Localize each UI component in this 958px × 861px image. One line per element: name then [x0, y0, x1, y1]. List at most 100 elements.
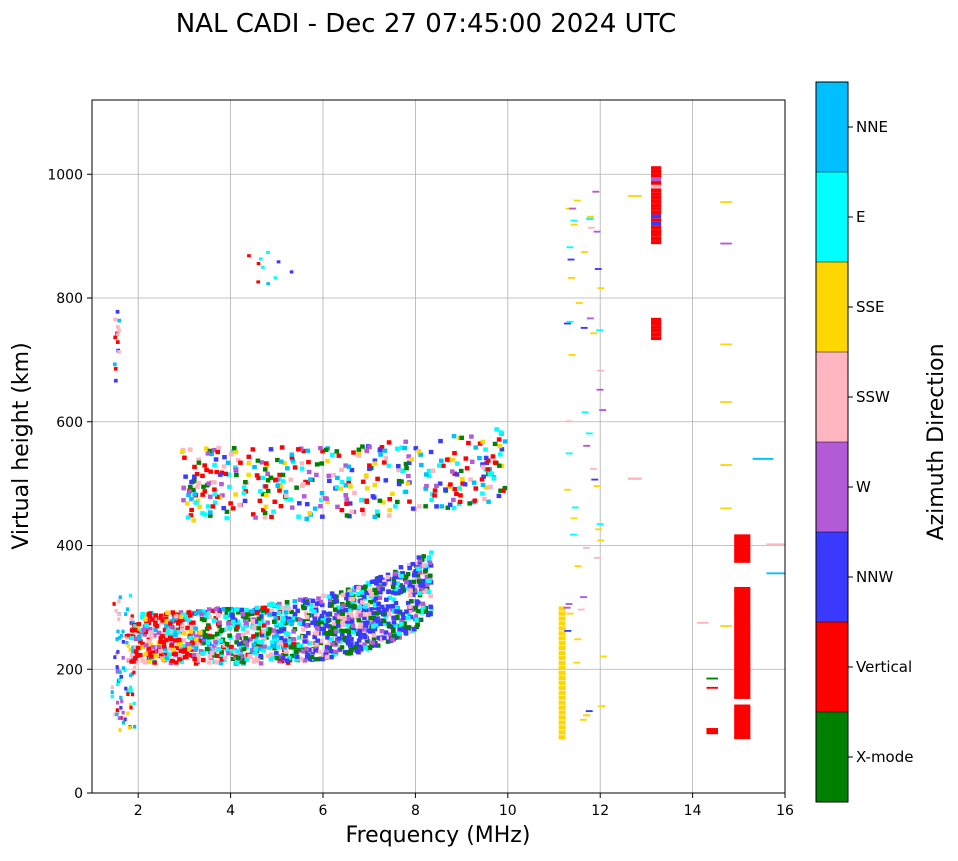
echo-point	[590, 332, 598, 335]
echo-point	[411, 584, 417, 590]
echo-point	[591, 478, 599, 481]
echo-point	[346, 464, 352, 469]
echo-point	[306, 641, 312, 646]
echo-point	[275, 644, 281, 650]
echo-point	[146, 646, 152, 651]
echo-point	[347, 501, 353, 506]
echo-point	[181, 486, 187, 491]
echo-point	[420, 601, 426, 606]
x-axis-ticks: 2 4 6 8 10 12 14 16	[134, 793, 794, 819]
echo-point	[289, 621, 294, 627]
echo-point	[115, 665, 119, 669]
echo-point	[115, 332, 120, 337]
echo-point	[328, 649, 334, 654]
echo-point	[217, 607, 222, 613]
echo-point	[366, 610, 372, 615]
echo-point	[343, 463, 348, 468]
echo-point	[599, 655, 607, 658]
echo-point	[375, 643, 381, 648]
echo-point	[651, 240, 662, 245]
echo-point	[254, 473, 260, 478]
echo-point	[164, 618, 170, 624]
echo-point	[394, 606, 399, 611]
echo-point	[194, 500, 199, 505]
echo-point	[319, 613, 325, 619]
echo-point	[375, 513, 381, 518]
echo-point	[238, 654, 243, 659]
echo-point	[263, 461, 269, 466]
echo-point	[213, 616, 219, 621]
echo-point	[304, 502, 310, 507]
echo-point	[332, 607, 338, 612]
echo-point	[296, 514, 301, 519]
echo-point	[405, 615, 411, 621]
echo-point	[371, 599, 377, 604]
echo-point	[213, 457, 219, 462]
echo-point	[558, 660, 566, 666]
echo-point	[374, 576, 380, 582]
echo-point	[167, 621, 173, 626]
echo-point	[190, 643, 195, 648]
x-tick-label: 8	[411, 803, 420, 819]
echo-point	[319, 461, 325, 466]
echo-point	[348, 603, 354, 609]
echo-point	[117, 599, 121, 604]
echo-point	[203, 446, 209, 451]
echo-point	[290, 457, 295, 463]
echo-point	[482, 496, 487, 502]
echo-point	[354, 641, 360, 646]
echo-point	[423, 569, 428, 574]
echo-point	[369, 579, 375, 585]
echo-point	[280, 644, 286, 650]
echo-point	[277, 601, 282, 607]
echo-point	[734, 707, 751, 712]
echo-point	[124, 634, 128, 638]
echo-point	[219, 653, 224, 658]
y-tick-label: 800	[56, 291, 83, 307]
echo-point	[362, 634, 368, 640]
echo-point	[244, 607, 249, 613]
echo-point	[734, 549, 751, 554]
echo-point	[280, 479, 286, 484]
echo-point	[571, 506, 579, 509]
echo-point	[354, 615, 360, 620]
echo-point	[372, 643, 378, 648]
echo-point	[227, 626, 233, 631]
echo-point	[558, 641, 566, 646]
echo-point	[338, 486, 344, 491]
echo-point	[256, 475, 261, 481]
echo-point	[314, 642, 319, 647]
echo-point	[207, 654, 213, 660]
echo-point	[734, 614, 751, 619]
echo-point	[407, 499, 412, 504]
colorbar-segment	[816, 262, 848, 352]
echo-point	[323, 631, 329, 636]
echo-point	[173, 613, 179, 619]
echo-point	[312, 609, 317, 614]
echo-point	[473, 445, 479, 450]
echo-point	[321, 610, 327, 615]
echo-point	[292, 615, 297, 620]
colorbar-segment	[816, 712, 848, 802]
echo-point	[298, 446, 304, 451]
echo-point	[271, 619, 277, 624]
echo-point	[220, 493, 225, 498]
echo-point	[337, 639, 343, 644]
echo-point	[400, 571, 405, 576]
echo-point	[321, 593, 326, 598]
echo-point	[422, 589, 427, 594]
echo-point	[734, 605, 751, 610]
echo-point	[180, 623, 185, 628]
echo-point	[230, 506, 236, 511]
echo-point	[424, 483, 429, 489]
echo-point	[309, 607, 314, 613]
echo-point	[401, 624, 407, 630]
echo-point	[121, 710, 125, 715]
echo-point	[393, 591, 399, 596]
echo-point	[140, 642, 145, 647]
echo-point	[320, 449, 325, 454]
echo-point	[564, 629, 572, 632]
echo-point	[317, 616, 323, 621]
echo-point	[364, 607, 369, 613]
echo-point	[110, 685, 114, 690]
